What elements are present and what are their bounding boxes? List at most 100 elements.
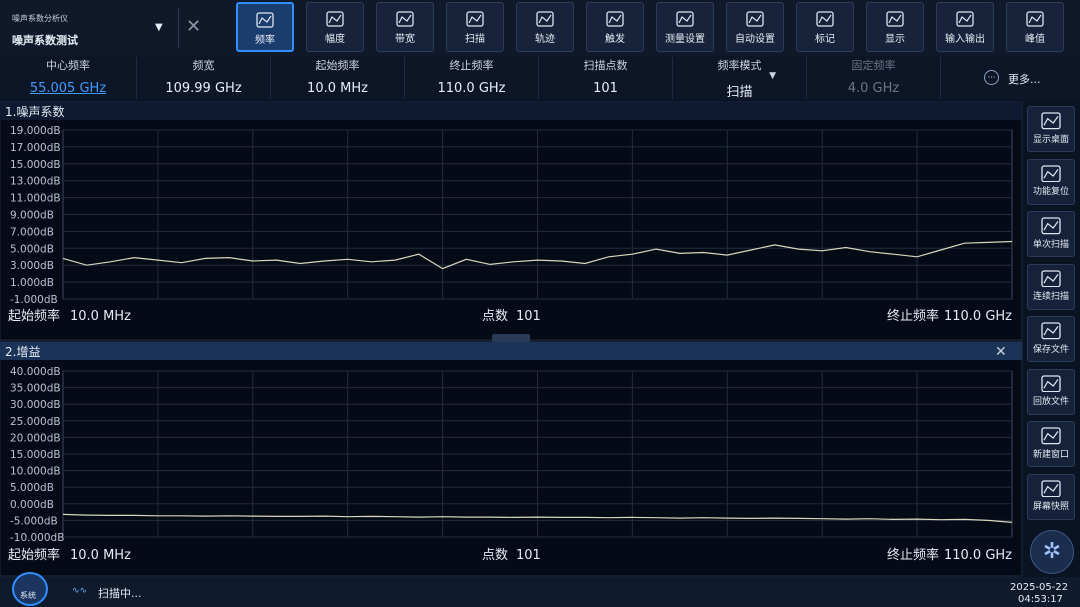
side-button[interactable]: 保存文件 xyxy=(1027,316,1075,362)
chart-panel xyxy=(0,341,1023,577)
icon-shape xyxy=(1041,112,1061,130)
icon-shape xyxy=(1043,168,1059,178)
param[interactable]: 频率模式 扫描 ▼ xyxy=(673,57,807,100)
icon-shape xyxy=(1043,273,1059,283)
y-tick-label: 15.000dB xyxy=(10,449,61,461)
param-value: 55.005 GHz xyxy=(29,81,107,96)
param-label: 固定频率 xyxy=(851,59,896,72)
tool-button[interactable]: 标记 xyxy=(796,2,854,52)
scan-icon: ∿∿ xyxy=(72,586,88,596)
icon-shape xyxy=(256,12,274,28)
time: 04:53:17 xyxy=(1018,594,1063,605)
y-tick-label: -5.000dB xyxy=(10,515,58,527)
icon-shape xyxy=(1028,14,1042,24)
close-button[interactable]: ✕ xyxy=(186,16,202,37)
y-tick-label: 0.000dB xyxy=(10,499,54,511)
tool-button[interactable]: 显示 xyxy=(866,2,924,52)
tool-button[interactable]: 测量设置 xyxy=(656,2,714,52)
icon-shape xyxy=(396,11,414,27)
tool-button[interactable]: 自动设置 xyxy=(726,2,784,52)
chart-title: 1.噪声系数 xyxy=(5,104,64,119)
tool-button[interactable]: 峰值 xyxy=(1006,2,1064,52)
icon-shape xyxy=(1041,479,1061,497)
icon-shape xyxy=(958,14,972,24)
close-chart[interactable]: ✕ xyxy=(995,344,1007,360)
param[interactable]: 固定频率 4.0 GHz xyxy=(807,57,941,99)
more-button[interactable]: 更多... xyxy=(1008,73,1041,86)
icon-shape xyxy=(1043,483,1059,493)
icon-shape xyxy=(1041,269,1061,287)
param-label: 起始频率 xyxy=(315,59,360,72)
y-tick-label: 19.000dB xyxy=(10,125,61,137)
icon-shape xyxy=(746,11,764,27)
side-label: 屏幕快照 xyxy=(1032,502,1069,513)
param[interactable]: 终止频率 110.0 GHz xyxy=(405,57,539,99)
param-label: 频率模式 xyxy=(717,59,762,72)
dropdown-arrow[interactable]: ▼ xyxy=(155,22,163,33)
icon xyxy=(606,11,624,27)
icon xyxy=(886,11,904,27)
footer-points-label: 点数 xyxy=(482,309,508,324)
icon-shape xyxy=(1041,164,1061,182)
icon-shape xyxy=(398,14,412,24)
side-button[interactable]: 新建窗口 xyxy=(1027,421,1075,467)
tool-button[interactable]: 触发 xyxy=(586,2,644,52)
side-button[interactable]: 回放文件 xyxy=(1027,368,1075,415)
y-tick-label: 30.000dB xyxy=(10,399,61,411)
tool-label: 峰值 xyxy=(1025,34,1045,45)
tool-button[interactable]: 频率 xyxy=(236,2,294,52)
icon-shape xyxy=(1043,431,1059,441)
y-tick-label: 20.000dB xyxy=(10,432,61,444)
trace xyxy=(62,513,1013,523)
footer-start: 10.0 MHz xyxy=(70,309,131,324)
icon-shape xyxy=(258,15,272,25)
tool-label: 标记 xyxy=(815,34,835,45)
icon xyxy=(1041,427,1061,445)
side-label: 显示桌面 xyxy=(1032,134,1069,145)
splitter-handle[interactable] xyxy=(492,334,530,342)
param-label: 扫描点数 xyxy=(583,59,628,72)
footer-stop-label: 终止频率 xyxy=(887,308,939,324)
tool-button[interactable]: 扫描 xyxy=(446,2,504,52)
icon-shape xyxy=(678,14,692,24)
system-button[interactable] xyxy=(12,572,48,606)
icon-shape xyxy=(956,11,974,27)
tool-button[interactable]: 幅度 xyxy=(306,2,364,52)
y-tick-label: 5.000dB xyxy=(10,243,54,255)
icon-shape xyxy=(1026,11,1044,27)
tool-label: 轨迹 xyxy=(535,34,555,45)
param-bar xyxy=(0,56,1080,100)
tool-button[interactable]: 轨迹 xyxy=(516,2,574,52)
icon xyxy=(1041,479,1061,497)
tool-button[interactable]: 带宽 xyxy=(376,2,434,52)
icon xyxy=(1041,374,1061,392)
app-menu[interactable]: ✲ xyxy=(1030,530,1074,574)
param-value: 109.99 GHz xyxy=(165,81,242,96)
icon-shape xyxy=(1043,326,1059,336)
tool-label: 幅度 xyxy=(325,34,345,45)
param[interactable]: 中心频率 55.005 GHz xyxy=(0,57,137,99)
icon xyxy=(1041,269,1061,287)
param[interactable]: 扫描点数 101 xyxy=(539,57,673,99)
tool-button[interactable]: 输入输出 xyxy=(936,2,994,52)
icon xyxy=(326,11,344,27)
icon-shape xyxy=(816,11,834,27)
dropdown-arrow: ▼ xyxy=(769,71,776,81)
icon xyxy=(676,11,694,27)
icon-shape xyxy=(608,14,622,24)
mode-name[interactable]: 噪声系数测试 xyxy=(12,34,78,47)
y-tick-label: 11.000dB xyxy=(10,193,61,205)
param-value: 110.0 GHz xyxy=(437,81,506,96)
side-button[interactable]: 显示桌面 xyxy=(1027,106,1075,152)
side-button[interactable]: 屏幕快照 xyxy=(1027,473,1075,520)
param[interactable]: 频宽 109.99 GHz xyxy=(137,57,271,99)
y-tick-label: 40.000dB xyxy=(10,366,61,378)
side-button[interactable]: 单次扫描 xyxy=(1027,211,1075,257)
icon xyxy=(466,11,484,27)
side-button[interactable]: 功能复位 xyxy=(1027,158,1075,205)
tool-label: 显示 xyxy=(885,34,905,45)
side-button[interactable]: 连续扫描 xyxy=(1027,263,1075,310)
param[interactable]: 起始频率 10.0 MHz xyxy=(271,57,405,99)
tool-label: 自动设置 xyxy=(735,34,775,45)
y-tick-label: 35.000dB xyxy=(10,383,61,395)
